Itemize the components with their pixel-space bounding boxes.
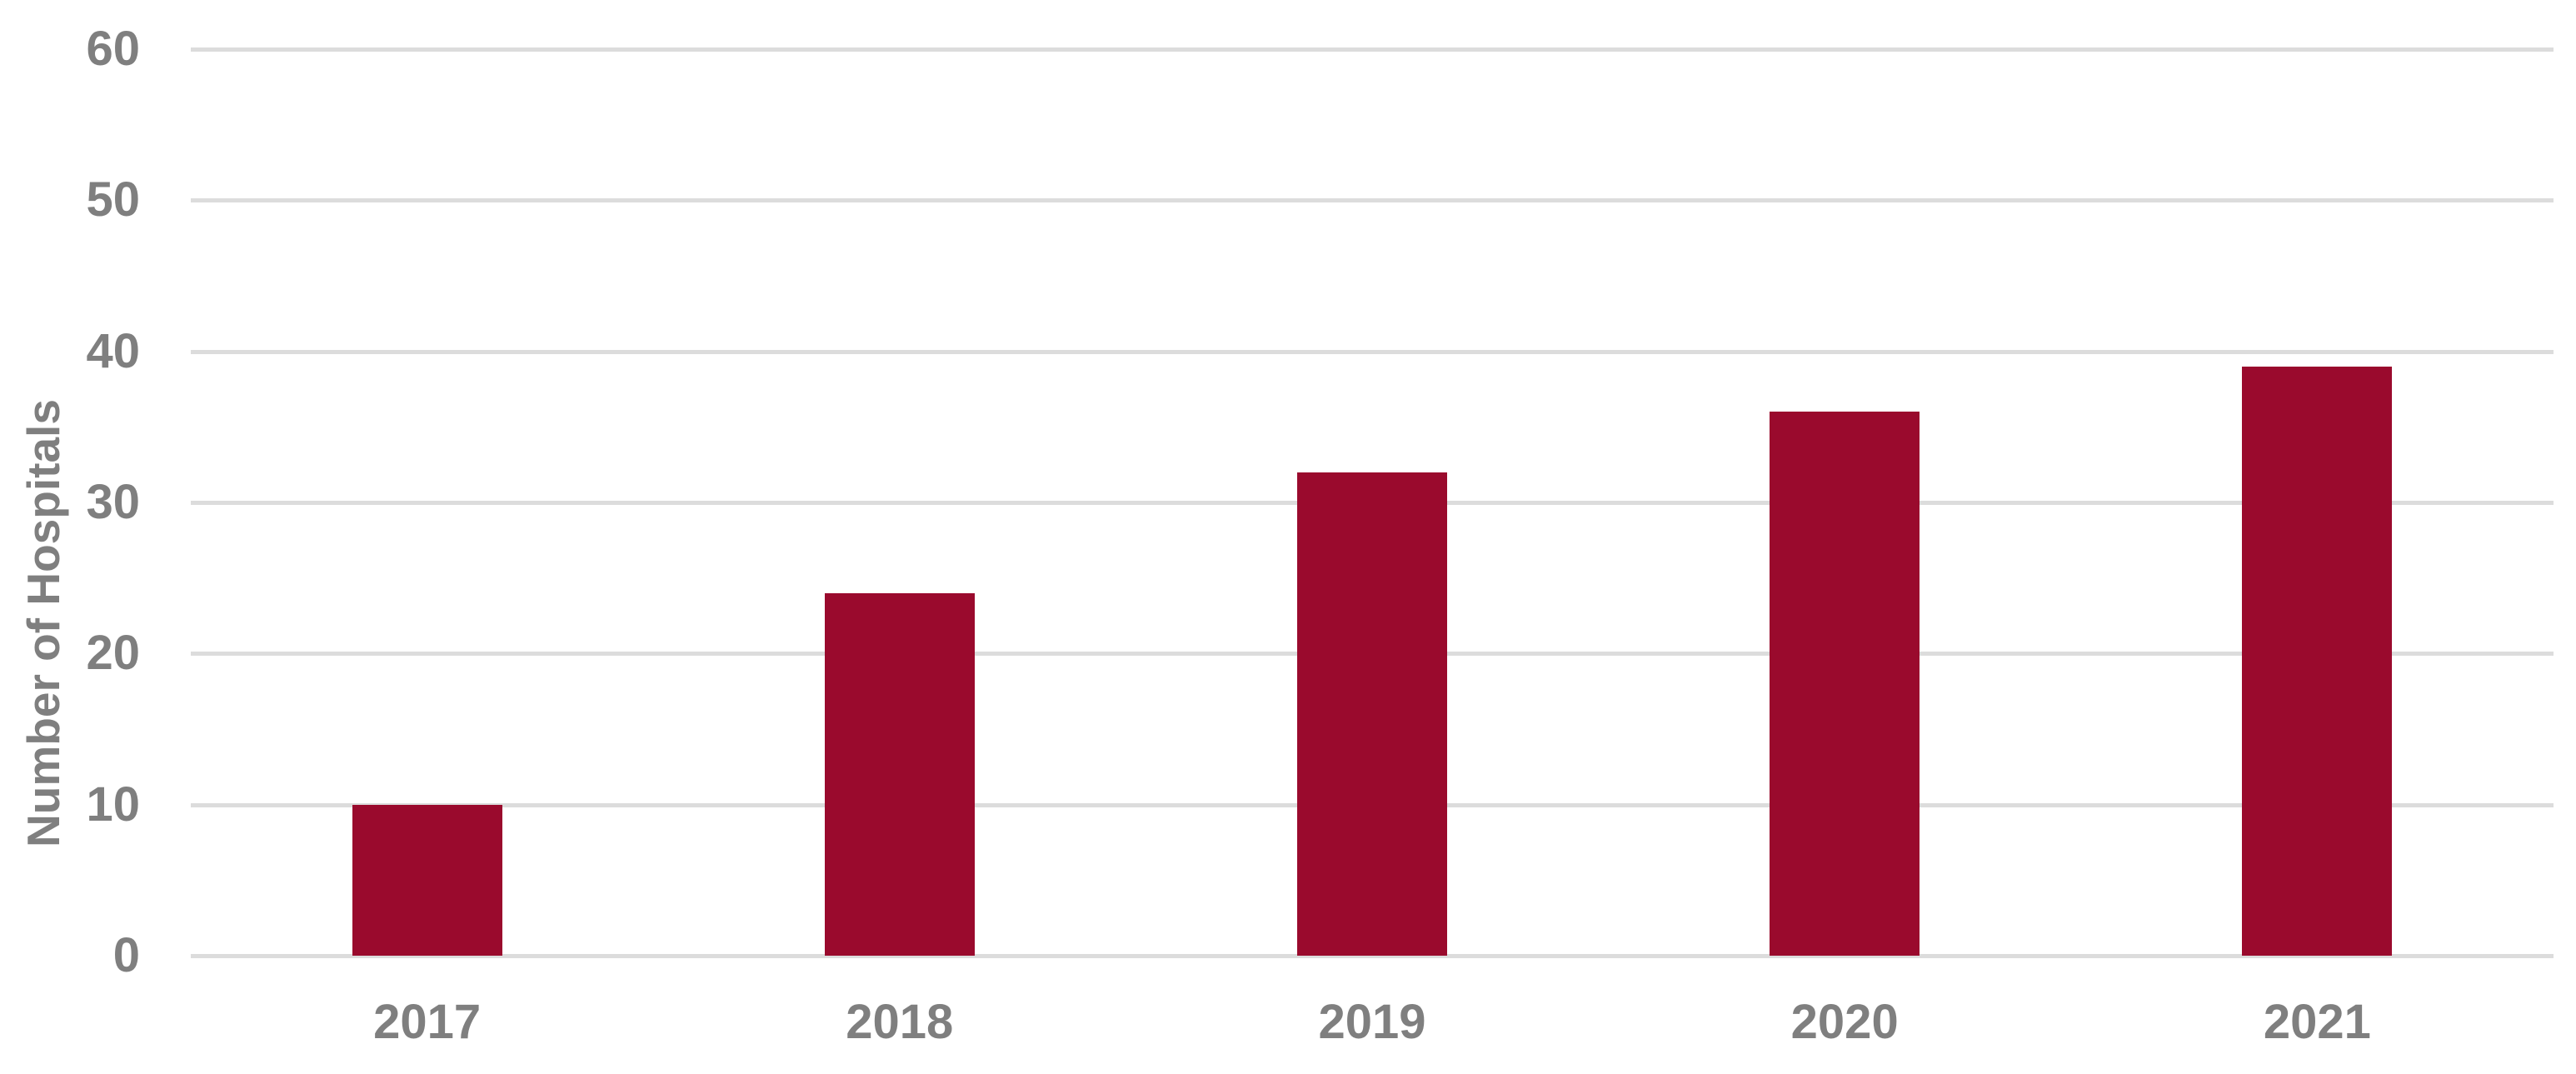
y-tick-label: 30 (86, 475, 140, 529)
y-tick-label: 20 (86, 626, 140, 681)
bar-2021 (2242, 366, 2393, 956)
y-tick-label: 0 (112, 928, 140, 982)
gridline (191, 198, 2554, 203)
bar-2020 (1770, 412, 1920, 956)
x-axis-label: 2019 (1318, 995, 1426, 1049)
x-axis-label: 2018 (846, 995, 954, 1049)
bar-2019 (1297, 472, 1447, 956)
bar-2017 (352, 804, 502, 956)
y-tick-label: 10 (86, 777, 140, 832)
y-tick-label: 40 (86, 323, 140, 378)
x-axis-label: 2017 (373, 995, 482, 1049)
bar-2018 (824, 592, 975, 956)
y-tick-label: 50 (86, 172, 140, 227)
gridline (191, 954, 2554, 958)
gridline (191, 47, 2554, 52)
x-axis-label: 2021 (2263, 995, 2371, 1049)
x-axis-label: 2020 (1790, 995, 1899, 1049)
y-tick-label: 60 (86, 22, 140, 76)
gridline (191, 349, 2554, 354)
